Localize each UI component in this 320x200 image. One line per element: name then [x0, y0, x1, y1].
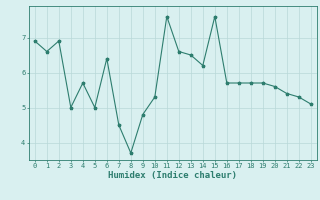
X-axis label: Humidex (Indice chaleur): Humidex (Indice chaleur) [108, 171, 237, 180]
